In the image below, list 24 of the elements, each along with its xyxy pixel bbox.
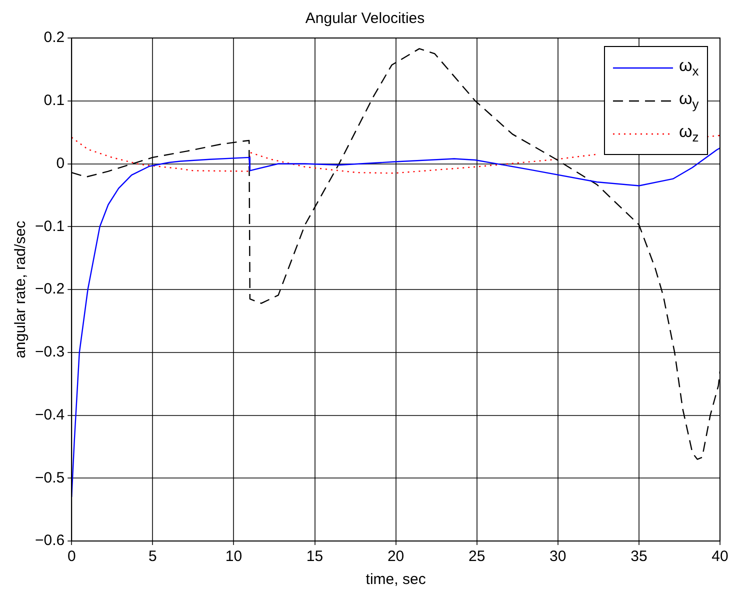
- y-axis-title: angular rate, rad/sec: [12, 220, 30, 358]
- y-tick-label: −0.4: [34, 406, 65, 424]
- legend-label: ω$_{y}$: [679, 89, 699, 112]
- x-tick-label: 10: [225, 548, 242, 566]
- y-tick-label: −0.2: [34, 280, 65, 298]
- legend-label: ω$_{z}$: [679, 122, 699, 145]
- y-tick-label: −0.6: [34, 532, 65, 550]
- y-tick-label: 0: [56, 154, 65, 172]
- y-tick-label: −0.3: [34, 344, 65, 361]
- x-tick-label: 30: [550, 548, 566, 566]
- y-tick-label: −0.5: [34, 469, 65, 486]
- x-tick-label: 15: [306, 548, 324, 566]
- x-tick-label: 35: [630, 548, 648, 566]
- x-tick-label: 25: [468, 548, 486, 566]
- x-tick-label: 0: [67, 548, 76, 566]
- legend-label: ω$_{x}$: [679, 56, 699, 79]
- x-tick-label: 20: [387, 548, 404, 566]
- y-tick-label: −0.1: [34, 218, 65, 235]
- x-tick-label: 40: [712, 548, 728, 566]
- x-axis-title: time, sec: [366, 571, 426, 588]
- y-tick-label: 0.2: [44, 29, 65, 46]
- y-tick-label: 0.1: [44, 92, 65, 110]
- chart-title: Angular Velocities: [305, 10, 425, 28]
- x-tick-label: 5: [148, 548, 157, 566]
